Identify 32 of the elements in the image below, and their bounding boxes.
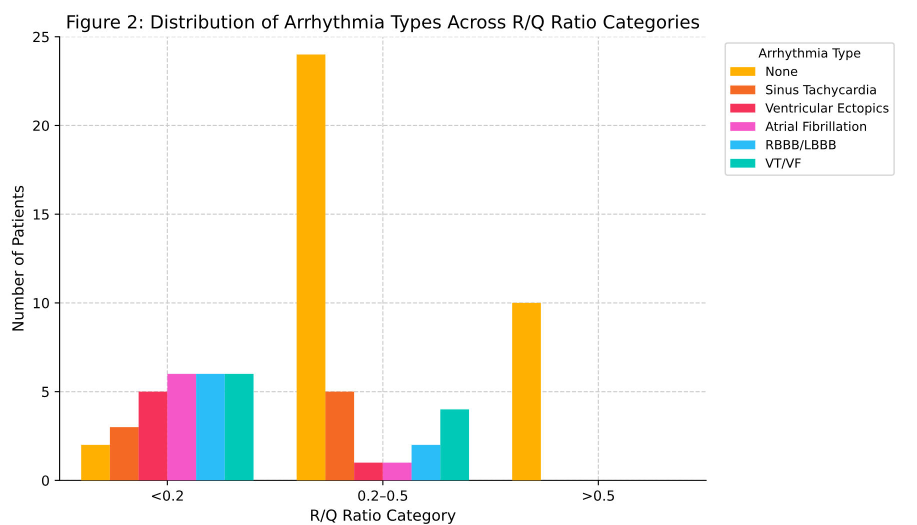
legend-label: None xyxy=(766,66,798,76)
bar xyxy=(196,374,225,480)
legend-label: Ventricular Ectopics xyxy=(765,103,889,116)
bar xyxy=(512,302,541,480)
bar xyxy=(224,374,254,480)
legend-title: Arrhythmia Type xyxy=(758,48,860,60)
legend-label: VT/VF xyxy=(765,158,801,169)
bar xyxy=(382,462,412,480)
x-tick-label: >0.5 xyxy=(582,490,614,501)
bar xyxy=(325,392,354,480)
bar xyxy=(354,462,383,480)
y-tick-label: 5 xyxy=(42,386,49,398)
y-axis-title: Number of Patients xyxy=(12,186,24,331)
legend-label: Atrial Fibrillation xyxy=(765,121,866,132)
x-tick-label: <0.2 xyxy=(152,490,183,501)
y-tick-label: 10 xyxy=(34,298,49,308)
bar xyxy=(440,409,470,480)
bar xyxy=(296,54,326,480)
bar xyxy=(138,392,168,480)
x-axis-title: R/Q Ratio Category xyxy=(311,509,456,524)
bar xyxy=(81,444,110,480)
y-tick-label: 0 xyxy=(42,475,49,486)
chart-title: Figure 2: Distribution of Arrhythmia Types Across R/Q Ratio Categories xyxy=(68,14,700,32)
y-tick-label: 20 xyxy=(33,120,49,131)
bar xyxy=(167,374,196,480)
x-tick-label: 0.2–0.5 xyxy=(358,490,408,501)
bar xyxy=(412,444,440,480)
bar xyxy=(110,427,139,480)
y-tick-label: 25 xyxy=(33,32,49,42)
y-tick-label: 15 xyxy=(34,209,49,220)
legend-label: Sinus Tachycardia xyxy=(766,84,876,97)
legend-label: RBBB/LBBB xyxy=(766,140,836,150)
